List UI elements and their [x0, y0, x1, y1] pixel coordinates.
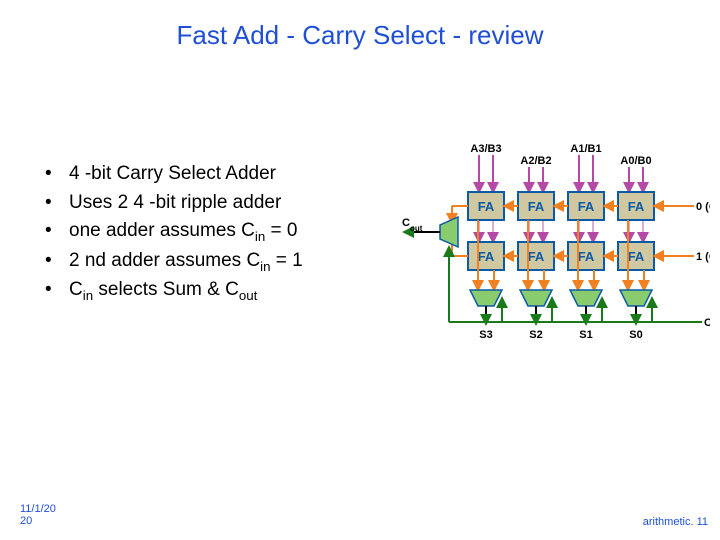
svg-text:FA: FA [528, 199, 545, 214]
svg-text:1 (Cin): 1 (Cin) [696, 251, 710, 267]
bullet-list: •4 -bit Carry Select Adder•Uses 2 4 -bit… [45, 160, 303, 306]
footer-date: 11/1/20 20 [20, 503, 56, 528]
svg-text:0 (Cin): 0 (Cin) [696, 201, 710, 217]
svg-text:FA: FA [628, 199, 645, 214]
svg-text:A2/B2: A2/B2 [520, 155, 551, 167]
svg-text:A3/B3: A3/B3 [470, 143, 501, 155]
svg-text:S2: S2 [529, 329, 542, 341]
svg-text:FA: FA [478, 199, 495, 214]
svg-text:S0: S0 [629, 329, 642, 341]
slide-title: Fast Add - Carry Select - review [0, 20, 720, 51]
bullet-item: •4 -bit Carry Select Adder [45, 160, 303, 189]
svg-text:Cin: Cin [704, 317, 710, 333]
carry-select-diagram: A3/B3 A2/B2 A1/B1 A0/B0 FA FA FA FA FA FA FA FA 0 (C… [400, 140, 710, 360]
svg-text:FA: FA [478, 249, 495, 264]
svg-text:S1: S1 [579, 329, 592, 341]
svg-text:FA: FA [628, 249, 645, 264]
svg-text:FA: FA [578, 249, 595, 264]
svg-text:A1/B1: A1/B1 [570, 143, 601, 155]
footer-right: arithmetic. 11 [643, 516, 708, 528]
svg-text:FA: FA [528, 249, 545, 264]
svg-text:FA: FA [578, 199, 595, 214]
svg-text:S3: S3 [479, 329, 492, 341]
svg-text:Cout: Cout [402, 217, 423, 233]
svg-text:A0/B0: A0/B0 [620, 155, 651, 167]
bullet-item: • one adder assumes Cin = 0 [45, 217, 303, 247]
bullet-item: •Cin selects Sum & Cout [45, 276, 303, 306]
bullet-item: • 2 nd adder assumes Cin = 1 [45, 247, 303, 277]
bullet-item: •Uses 2 4 -bit ripple adder [45, 189, 303, 218]
